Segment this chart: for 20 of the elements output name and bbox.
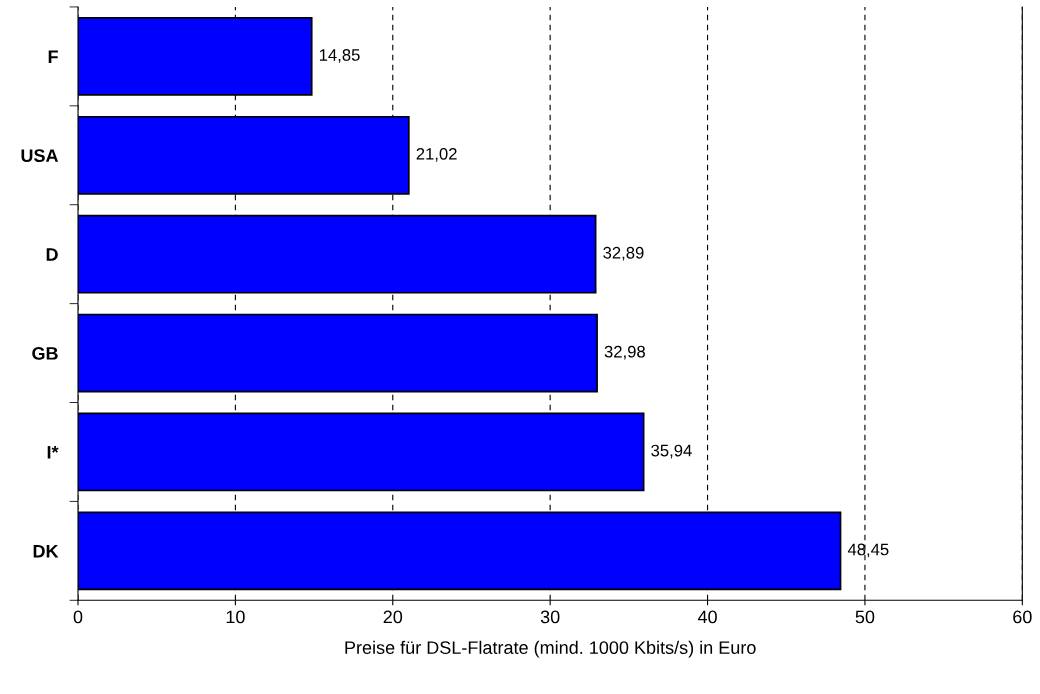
x-tick-label: 40	[697, 610, 717, 624]
x-axis-title: Preise für DSL-Flatrate (mind. 1000 Kbits/s) in Euro	[345, 640, 756, 658]
y-tick-label: DK	[33, 544, 59, 558]
y-tick-label: USA	[21, 149, 59, 162]
data-label: 32,89	[603, 246, 644, 261]
data-label: 32,98	[604, 345, 645, 360]
x-tick-label: 10	[226, 610, 245, 624]
y-tick-label: GB	[32, 347, 58, 360]
x-tick-label: 50	[855, 610, 875, 624]
data-label: 21,02	[416, 147, 457, 162]
y-tick-label: F	[48, 50, 58, 63]
data-label: 48,45	[847, 543, 889, 558]
x-tick-label: 20	[383, 610, 403, 624]
x-tick-label: 60	[1013, 610, 1032, 624]
data-label: 35,94	[651, 444, 692, 459]
x-tick-label: 30	[540, 610, 560, 624]
y-tick-label: D	[46, 248, 58, 261]
y-tick-label: I*	[47, 446, 59, 459]
data-label: 14,85	[319, 49, 360, 63]
x-tick-label: 0	[73, 610, 83, 624]
